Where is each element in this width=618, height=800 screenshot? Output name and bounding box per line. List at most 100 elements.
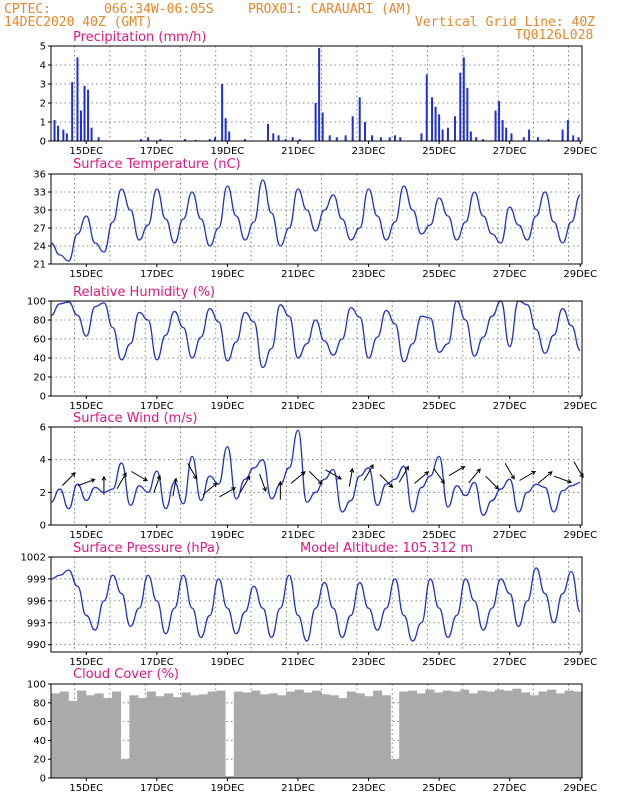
cloud-bar [338,698,348,778]
cloud-bar [494,689,505,778]
wind-arrow [290,471,306,484]
x-tick-label: 23DEC [352,269,386,280]
wind-arrow [485,475,500,490]
precip-bar [53,120,56,141]
precip-bar [438,114,441,141]
cloud-bar [425,689,435,778]
cloud-bar [346,691,357,778]
precip-bar [510,133,513,141]
precip-bar [147,137,150,141]
precip-bar [244,139,247,141]
cloud-bar [564,690,574,778]
pressure-title: Surface Pressure (hPa) [73,541,220,556]
x-tick-label: 29DEC [563,783,597,794]
precip-bar [469,131,472,141]
wind-arrow [325,469,342,480]
wind-arrow [153,474,162,493]
precip-bar [87,89,90,141]
cloud-bar [155,696,165,778]
precip-bar [358,97,361,141]
header-grid-note: Vertical Grid Line: 40Z [415,15,595,30]
x-tick-label: 25DEC [422,530,456,541]
precip-bar [394,135,397,141]
humidity-line [50,300,581,369]
wind-arrow [131,471,148,482]
precip-bar [425,74,428,141]
wind-arrow [398,465,409,483]
cloud-bar [390,759,400,778]
cloud-bar [468,693,478,778]
y-tick-label: 100 [27,297,46,308]
precip-bar [577,137,580,141]
y-tick-label: 100 [27,680,46,691]
cloud-bar [547,689,557,778]
wind-arrow [348,467,355,487]
precip-bar [462,57,465,141]
pressure-line [50,567,581,642]
precip-bar [328,135,331,141]
precip-bar [139,139,142,141]
cloud-bar [442,690,452,778]
x-tick-label: 21DEC [281,146,315,157]
cloud-bar [373,690,383,778]
precip-bar [335,137,338,141]
y-tick-label: 4 [40,61,46,72]
humidity-frame [50,300,583,397]
wind-line [50,429,581,516]
x-tick-label: 25DEC [422,146,456,157]
cloud-bar [320,694,330,778]
precip-bar [318,47,321,141]
x-tick-label: 19DEC [211,146,245,157]
y-tick-label: 60 [33,717,46,728]
y-tick-label: 0 [40,774,46,785]
cloud-bar [407,690,418,778]
cloud-bar [251,690,261,778]
precip-bar [494,110,497,141]
cloud-bar [399,691,409,778]
y-tick-label: 3 [40,80,46,91]
header-location: PROX01: CARAUARI (AM) [248,2,412,17]
x-tick-label: 15DEC [69,657,103,668]
precip-bar [76,57,79,141]
wind-arrow [172,477,178,497]
precip-bar [65,133,68,141]
x-tick-label: 21DEC [281,269,315,280]
cloud-bar [242,692,252,778]
precip-bar [284,139,287,141]
y-tick-label: 999 [27,574,46,585]
cloud-bar [216,690,226,778]
wind-arrow [379,474,394,489]
x-tick-label: 21DEC [281,657,315,668]
cloud-bar [355,693,365,778]
precip-bar [71,82,74,141]
x-tick-label: 17DEC [140,530,174,541]
cloud-bar [51,693,61,778]
x-tick-label: 25DEC [422,783,456,794]
x-tick-label: 19DEC [211,657,245,668]
wind-arrow [240,475,251,493]
wind-arrow [116,472,127,489]
wind-arrow [553,475,573,484]
y-tick-label: 0 [40,137,46,148]
precip-bar [547,139,550,141]
x-tick-label: 23DEC [352,401,386,412]
cloud-bar [207,691,217,778]
temperature-frame [50,173,583,265]
cloud-bar [68,700,78,778]
x-tick-label: 21DEC [281,530,315,541]
precip-bar [159,139,162,141]
wind-arrow [414,471,430,484]
precipitation-title: Precipitation (mm/h) [73,30,206,45]
wind-arrow [202,482,218,496]
y-tick-label: 2 [40,99,46,110]
temperature-panel: 21 24 27 30 33 36 15DEC 17DEC 19DEC 21DEC 23DEC 25D… [33,157,597,280]
x-tick-label: 15DEC [69,530,103,541]
precip-bar [399,137,402,141]
precip-bar [224,118,227,141]
precip-bar [466,87,469,141]
humidity-panel: 0 20 40 60 80 100 15DEC 17DEC 19DEC 21DEC 23DEC 25D… [27,285,597,412]
cloud-bar [521,692,531,778]
cloud-cover-title: Cloud Cover (%) [73,667,179,682]
precip-bar [501,120,504,141]
